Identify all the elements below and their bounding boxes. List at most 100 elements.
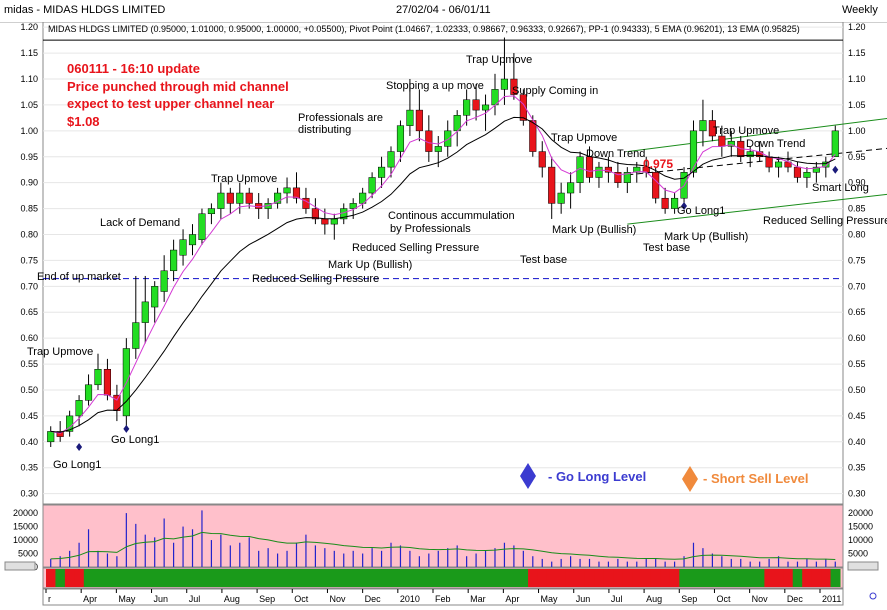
signal-cell <box>386 569 397 587</box>
volume-tick-label-left: 15000 <box>13 522 38 532</box>
signal-cell <box>773 569 784 587</box>
settings-icon[interactable] <box>869 592 877 600</box>
candle-body <box>151 286 159 308</box>
signal-cell <box>509 569 520 587</box>
volume-tick-label-right: 15000 <box>848 522 873 532</box>
ann-test-base-1: Test base <box>520 254 567 266</box>
candle-body <box>170 249 178 272</box>
candle-body <box>188 234 197 246</box>
signal-cell <box>112 569 123 587</box>
left-scroll-button[interactable] <box>4 561 36 571</box>
candle-body <box>529 120 537 152</box>
volume-average-line <box>50 531 836 560</box>
signal-cell <box>660 569 671 587</box>
y-tick-label-right: 0.55 <box>848 359 866 369</box>
x-tick-label: Nov <box>752 594 769 604</box>
update-note-line2: Price punched through mid channel <box>67 79 289 94</box>
go-long-marker <box>123 424 130 433</box>
signal-cell <box>272 569 283 587</box>
ann-lack-demand: Lack of Demand <box>100 217 180 229</box>
highlight-value: 0.975 <box>643 157 673 171</box>
ann-go-long-2: Go Long1 <box>111 434 159 446</box>
candle-body <box>671 197 679 209</box>
signal-cell <box>754 569 765 587</box>
x-tick-label: May <box>541 594 559 604</box>
signal-cell <box>253 569 264 587</box>
candle-body <box>198 213 206 240</box>
candle-body <box>481 104 490 111</box>
x-tick-label: Apr <box>83 594 97 604</box>
signal-cell <box>424 569 435 587</box>
ann-smart-long: Smart Long <box>812 182 869 194</box>
period-label: Weekly <box>842 4 878 16</box>
x-tick-label: 2010 <box>400 594 420 604</box>
candle-body <box>661 197 669 209</box>
y-tick-label-left: 0.80 <box>20 229 38 239</box>
signal-cell <box>339 569 349 587</box>
y-tick-label-right: 0.80 <box>848 229 866 239</box>
window-title: midas - MIDAS HLDGS LIMITED <box>4 4 166 16</box>
ann-go-long-3: Go Long1 <box>677 205 725 217</box>
candle-body <box>699 120 707 132</box>
y-tick-label-left: 0.60 <box>20 333 38 343</box>
signal-cell <box>187 569 198 587</box>
ann-reduced-selling-2: Reduced Selling Pressure <box>352 242 479 254</box>
candle-body <box>510 78 518 95</box>
candle-body <box>708 120 716 137</box>
candle-body <box>604 166 612 173</box>
signal-cell <box>235 569 245 587</box>
signal-cell <box>367 569 378 587</box>
signal-cell <box>414 569 425 587</box>
signal-cell <box>131 569 142 587</box>
candle-body <box>349 203 357 209</box>
signal-cell <box>745 569 756 587</box>
y-tick-label-left: 0.40 <box>20 437 38 447</box>
y-tick-label-right: 0.45 <box>848 411 866 421</box>
signal-cell <box>783 569 794 587</box>
y-tick-label-left: 0.35 <box>20 463 38 473</box>
candle-body <box>463 99 471 116</box>
y-tick-label-right: 1.00 <box>848 126 866 136</box>
candle-body <box>434 146 442 152</box>
signal-cell <box>405 569 416 587</box>
x-tick-label: Jun <box>154 594 169 604</box>
candle-body <box>415 109 423 132</box>
ann-down-trend-2: Down Trend <box>746 138 805 150</box>
ann-go-long-1: Go Long1 <box>53 459 101 471</box>
candle-body <box>75 400 83 417</box>
y-tick-label-right: 0.40 <box>848 437 866 447</box>
update-note-line1: 060111 - 16:10 update <box>67 61 200 76</box>
signal-cell <box>320 569 331 587</box>
signal-cell <box>216 569 227 587</box>
signal-cell <box>263 569 274 587</box>
volume-tick-label-right: 10000 <box>848 535 873 545</box>
signal-cell <box>55 569 66 587</box>
x-tick-label: Aug <box>224 594 240 604</box>
x-tick-label: Jul <box>611 594 623 604</box>
candle-body <box>207 208 215 215</box>
signal-cell <box>168 569 179 587</box>
candle-body <box>775 161 783 168</box>
ann-reduced-selling-1: Reduced Selling Pressure <box>252 273 379 285</box>
right-scroll-button[interactable] <box>847 561 879 571</box>
signal-cell <box>698 569 709 587</box>
ann-mark-up-2: Mark Up (Bullish) <box>552 224 636 236</box>
signal-cell <box>206 569 217 587</box>
signal-cell <box>679 569 690 587</box>
x-tick-label: Oct <box>716 594 731 604</box>
signal-cell <box>74 569 85 587</box>
candle-body <box>103 368 111 396</box>
signal-cell <box>357 569 368 587</box>
y-tick-label-right: 0.65 <box>848 307 866 317</box>
signal-cell <box>613 569 624 587</box>
go-long-marker <box>76 442 83 451</box>
y-tick-label-left: 0.75 <box>20 255 38 265</box>
go-long-marker <box>832 165 839 174</box>
candle-body <box>812 166 820 173</box>
ann-reduced-selling-3: Reduced Selling Pressure <box>763 215 887 227</box>
signal-cell <box>329 569 340 587</box>
signal-cell <box>83 569 94 587</box>
candle-body <box>718 135 726 147</box>
candle-body <box>132 322 140 349</box>
candle-body <box>472 99 480 111</box>
